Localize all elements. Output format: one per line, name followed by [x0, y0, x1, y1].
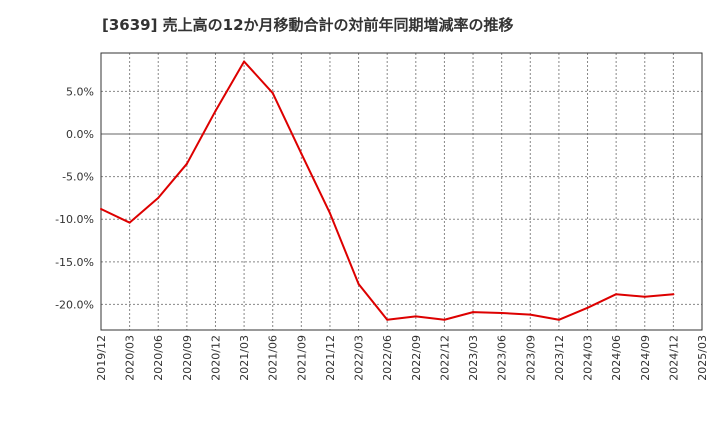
x-tick-label: 2021/09: [295, 335, 308, 381]
x-tick-label: 2023/12: [553, 335, 566, 381]
y-tick-label: 0.0%: [66, 128, 94, 141]
data-point: [128, 221, 131, 224]
data-point: [328, 212, 331, 215]
x-tick-label: 2020/09: [181, 335, 194, 381]
x-tick-label: 2023/09: [524, 335, 537, 381]
data-point: [214, 109, 217, 112]
plot-frame: [100, 52, 703, 331]
x-tick-label: 2022/09: [410, 335, 423, 381]
data-point: [357, 282, 360, 285]
x-tick-label: 2020/12: [209, 335, 222, 381]
y-tick-label: -10.0%: [55, 213, 94, 226]
x-tick-label: 2022/12: [438, 335, 451, 381]
data-point: [586, 306, 589, 309]
data-point: [529, 313, 532, 316]
data-point: [615, 293, 618, 296]
series-layer: [100, 60, 675, 321]
x-tick-label: 2024/09: [639, 335, 652, 381]
x-tick-label: 2023/06: [496, 335, 509, 381]
data-point: [185, 162, 188, 165]
x-tick-label: 2024/03: [582, 335, 595, 381]
x-tick-label: 2019/12: [95, 335, 108, 381]
x-tick-label: 2020/06: [152, 335, 165, 381]
x-tick-label: 2022/06: [381, 335, 394, 381]
y-tick-label: -5.0%: [62, 171, 94, 184]
x-tick-label: 2025/03: [696, 335, 709, 381]
x-tick-label: 2023/03: [467, 335, 480, 381]
x-axis-ticks: 2019/12 2020/03 2020/06 2020/09 2020/12 2021/…: [95, 335, 709, 381]
y-tick-label: 5.0%: [66, 85, 94, 98]
data-point: [243, 60, 246, 63]
x-tick-label: 2024/12: [667, 335, 680, 381]
data-point: [443, 318, 446, 321]
grid-lines: [101, 53, 702, 330]
data-point: [472, 311, 475, 314]
data-point: [100, 207, 102, 210]
y-axis-ticks: 5.0% 0.0% -5.0% -10.0% -15.0% -20.0%: [55, 85, 94, 311]
x-tick-label: 2021/03: [238, 335, 251, 381]
data-point: [386, 318, 389, 321]
data-point: [300, 152, 303, 155]
y-tick-label: -15.0%: [55, 256, 94, 269]
x-tick-label: 2022/03: [353, 335, 366, 381]
x-tick-label: 2021/06: [267, 335, 280, 381]
y-tick-label: -20.0%: [55, 298, 94, 311]
x-tick-label: 2020/03: [124, 335, 137, 381]
data-point: [414, 315, 417, 318]
x-tick-label: 2024/06: [610, 335, 623, 381]
data-point: [643, 295, 646, 298]
data-point: [271, 92, 274, 95]
data-point: [672, 293, 675, 296]
x-tick-label: 2021/12: [324, 335, 337, 381]
chart-title: [3639] 売上高の12か月移動合計の対前年同期増減率の推移: [102, 16, 514, 34]
data-point: [157, 196, 160, 199]
data-point: [500, 311, 503, 314]
data-point: [557, 318, 560, 321]
